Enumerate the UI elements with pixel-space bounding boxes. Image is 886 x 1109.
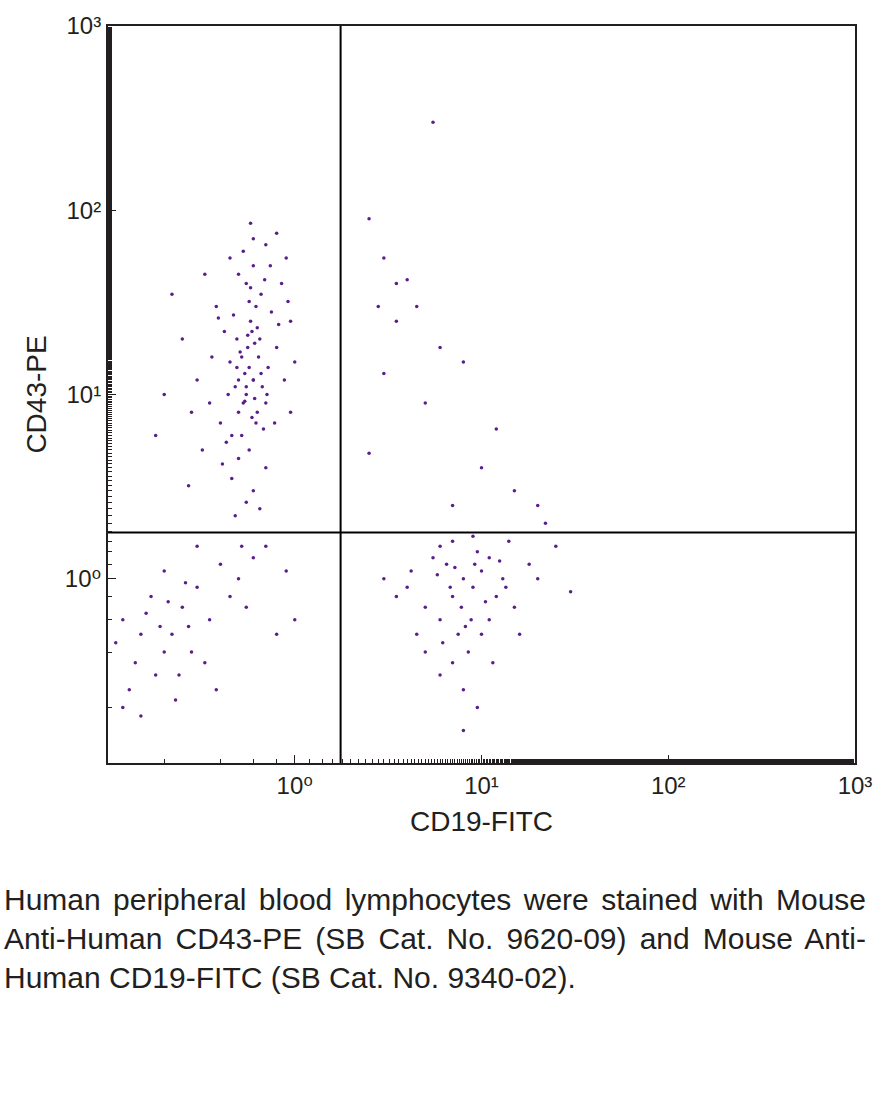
- svg-text:10¹: 10¹: [464, 772, 499, 799]
- svg-text:CD43-PE: CD43-PE: [21, 335, 52, 453]
- svg-text:10⁰: 10⁰: [277, 772, 313, 799]
- svg-text:10³: 10³: [838, 772, 873, 799]
- svg-text:10¹: 10¹: [67, 381, 102, 408]
- svg-text:10³: 10³: [67, 12, 102, 39]
- html-text:Human peripheral blood lymphoc: Human peripheral blood lymphocytes were …: [4, 883, 866, 994]
- svg-text:10⁰: 10⁰: [65, 565, 101, 592]
- svg-text:10²: 10²: [67, 197, 102, 224]
- svg-text:10²: 10²: [651, 772, 686, 799]
- svg-text:CD19-FITC: CD19-FITC: [410, 806, 553, 837]
